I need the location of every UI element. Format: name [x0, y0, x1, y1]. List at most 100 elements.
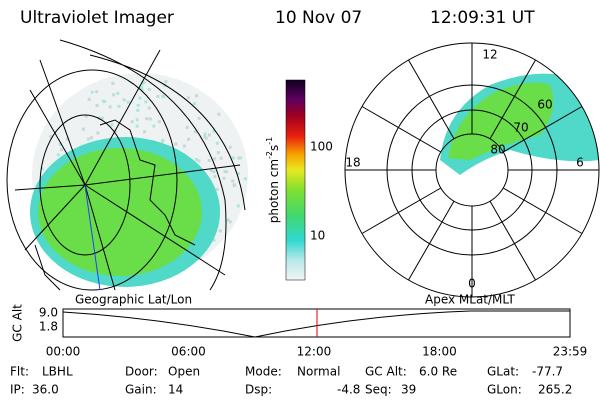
instrument: Ultraviolet Imager — [20, 8, 174, 28]
lon-arcs — [59, 39, 246, 291]
mlt-label: 18 — [345, 156, 360, 170]
pixel — [135, 124, 139, 128]
info-value: Open — [168, 365, 200, 379]
pixel — [140, 85, 144, 89]
geographic-map: Geographic Lat/Lon — [6, 39, 248, 307]
lat-circle — [6, 69, 178, 291]
time: 12:09:31 UT — [430, 8, 535, 28]
pixel — [40, 167, 44, 171]
pixel — [136, 103, 140, 107]
pixel — [95, 90, 99, 94]
pixel — [130, 120, 134, 124]
pixel — [223, 170, 227, 174]
pixel — [215, 187, 219, 191]
mlt-line — [408, 200, 455, 281]
pixel — [197, 116, 201, 120]
pixel — [108, 105, 112, 109]
pixel — [152, 124, 156, 128]
aurora-core — [38, 148, 202, 276]
colorbar-scale — [285, 79, 306, 281]
info-value: -4.8 — [337, 383, 360, 397]
pixel — [136, 108, 140, 112]
mlt-line — [489, 200, 536, 281]
pixel — [237, 156, 241, 160]
info-label: GLon: — [487, 383, 522, 397]
pixel — [228, 220, 232, 224]
pixel — [140, 88, 144, 92]
pixel — [66, 137, 70, 141]
info-value: 39 — [401, 383, 416, 397]
axis-label: GC Alt — [11, 304, 25, 342]
pixel — [97, 116, 101, 120]
pixel — [215, 141, 219, 145]
pixel — [95, 103, 99, 107]
pixel — [145, 117, 149, 121]
coastline — [34, 119, 196, 291]
pixel — [217, 112, 221, 116]
pixel — [236, 172, 240, 176]
pixel — [218, 229, 222, 233]
pixel — [141, 81, 145, 85]
pixel — [212, 238, 216, 242]
pixel — [81, 127, 85, 131]
time-labels: 00:00 06:00 12:00 18:00 23:59 — [46, 345, 588, 359]
info-value: LBHL — [42, 365, 73, 379]
meridian — [84, 184, 101, 291]
pixel — [193, 130, 197, 134]
pixel — [143, 130, 147, 134]
pixel — [116, 91, 120, 95]
mlt-label: 12 — [482, 48, 497, 62]
pixel — [212, 129, 216, 133]
pixel — [225, 170, 229, 174]
pixel — [232, 183, 236, 187]
pixel — [207, 159, 211, 163]
pixel — [157, 120, 161, 124]
pixel — [138, 96, 142, 100]
pixel — [174, 142, 178, 146]
pixel — [213, 175, 217, 179]
pixel — [239, 156, 243, 160]
polar-plot: 12 18 6 0 60 70 80 Apex MLat/MLT — [344, 42, 600, 307]
pixel — [144, 100, 148, 104]
pixel — [186, 96, 190, 100]
pixel — [203, 132, 207, 136]
y-label: 9.0 — [39, 306, 58, 320]
mlt-line — [502, 106, 583, 153]
pixel — [197, 159, 201, 163]
time-label: 23:59 — [553, 345, 588, 359]
pixel — [243, 177, 247, 181]
pixel — [222, 176, 226, 180]
info-label: Door: — [125, 365, 158, 379]
pixel — [231, 156, 235, 160]
mlt-line — [361, 187, 442, 234]
mlt-line — [502, 187, 583, 234]
pixel — [126, 100, 130, 104]
pixel — [156, 94, 160, 98]
mlat-label: 60 — [537, 98, 552, 112]
pixel — [209, 169, 213, 173]
pixel — [204, 136, 208, 140]
colorbar: 100 10 photon cm-2s-1 — [265, 79, 333, 281]
pixel — [84, 114, 88, 118]
info-value: 6.0 Re — [419, 365, 457, 379]
pixel — [207, 133, 211, 137]
panel-caption: Geographic Lat/Lon — [75, 293, 192, 307]
pixel — [182, 144, 186, 148]
date: 10 Nov 07 — [275, 8, 362, 28]
pixel — [58, 142, 62, 146]
pixel — [86, 137, 90, 141]
info-label: Flt: — [10, 365, 29, 379]
info-panel: Flt: LBHL Door: Open Mode: Normal GC Alt: 6.0 R… — [10, 365, 572, 397]
pixel — [193, 102, 197, 106]
pixel — [212, 170, 216, 174]
pixel — [56, 153, 60, 157]
colorbar-label: 100 — [310, 140, 333, 154]
info-label: Dsp: — [245, 383, 272, 397]
lon-lines — [14, 49, 241, 291]
pixel — [228, 145, 232, 149]
pixel — [96, 131, 100, 135]
pixel — [122, 98, 126, 102]
mlat-label: 80 — [490, 143, 505, 157]
info-label: Seq: — [365, 383, 392, 397]
